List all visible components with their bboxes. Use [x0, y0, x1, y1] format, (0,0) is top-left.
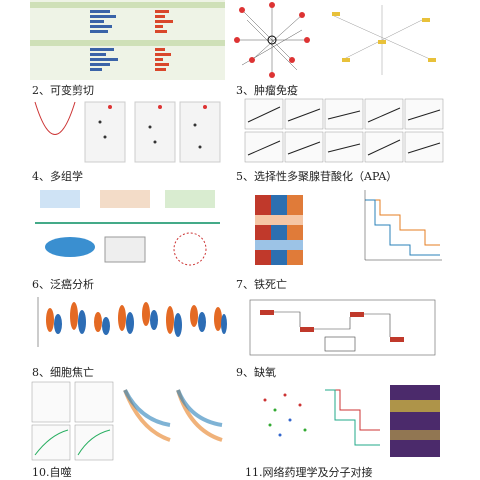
gene-boxes [260, 310, 404, 342]
arrows [274, 311, 391, 352]
box [104, 236, 146, 263]
bars [155, 10, 173, 71]
splicing-figure [30, 0, 225, 80]
km-curve [365, 199, 440, 256]
caption: 8、细胞焦亡 [32, 366, 94, 379]
network-nodes [234, 2, 310, 78]
curve [34, 429, 69, 456]
autophagy-figure [31, 381, 223, 461]
heatmap-band [390, 430, 440, 440]
apa-scatter-figure [244, 98, 444, 163]
fit-lines [247, 106, 441, 156]
curve [123, 389, 171, 427]
dots [108, 105, 207, 109]
dots [98, 120, 202, 149]
panel [31, 381, 71, 423]
box [100, 190, 150, 208]
circle [173, 232, 207, 266]
panel [74, 381, 114, 423]
dot-panel [134, 101, 176, 163]
bars [90, 10, 118, 71]
violins [46, 302, 222, 334]
pancancer-figure [35, 190, 220, 266]
hypoxia-figure [249, 299, 436, 356]
pyroptosis-figure [37, 297, 227, 347]
box [165, 190, 215, 208]
caption: 7、铁死亡 [236, 278, 287, 291]
km-curve [365, 199, 440, 246]
caption: 6、泛癌分析 [32, 278, 94, 291]
caption: 9、缺氧 [236, 366, 276, 379]
caption: 10.自噬 [32, 466, 72, 479]
km-curve [325, 389, 380, 431]
table-band [30, 40, 225, 46]
panel [31, 424, 71, 461]
box [40, 190, 80, 208]
caption: 4、多组学 [32, 170, 83, 183]
curve [77, 429, 111, 456]
curve [176, 389, 223, 427]
table-band [30, 2, 225, 8]
caption: 2、可变剪切 [32, 84, 94, 97]
caption: 3、肿瘤免疫 [236, 84, 298, 97]
ferroptosis-figure [255, 190, 442, 265]
scatter-panels [244, 98, 444, 163]
network-edges [237, 5, 307, 75]
multiomics-figure [34, 101, 221, 163]
violins [54, 310, 227, 337]
immune-network-figure [234, 2, 436, 78]
caption: 5、选择性多聚腺苷酸化（APA） [236, 170, 398, 183]
dot-panel [84, 101, 126, 163]
heatmap [390, 385, 440, 457]
caption: 11.网络药理学及分子对接 [245, 466, 373, 479]
ellipse [45, 237, 95, 257]
heatmap-band [390, 400, 440, 412]
dot-panel [179, 101, 221, 163]
curve [34, 101, 76, 135]
scatter-points [263, 393, 307, 437]
pathway-frame [249, 299, 436, 356]
km-curve [325, 389, 380, 446]
heatmap [255, 195, 303, 265]
network-nodes [332, 12, 436, 62]
pharmacology-figure [263, 385, 440, 457]
